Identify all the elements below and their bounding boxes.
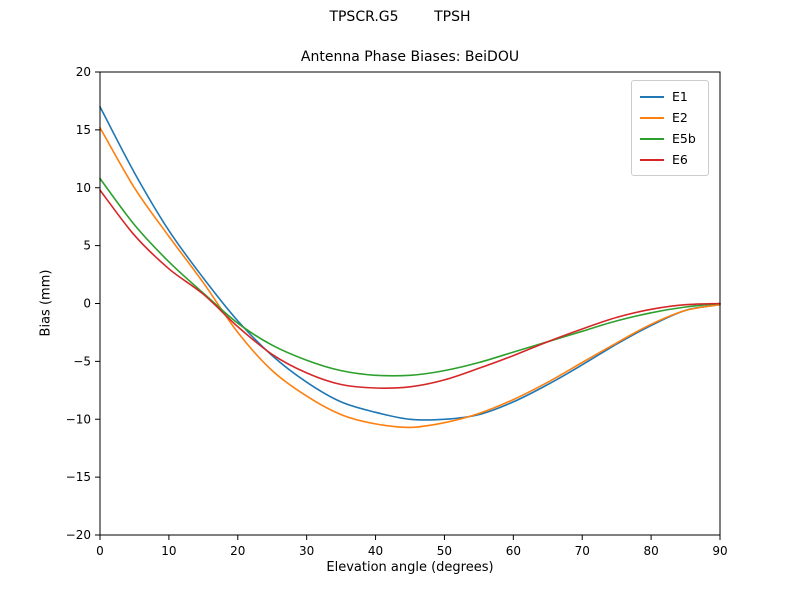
y-tick-label: −5	[73, 354, 91, 368]
x-axis-label: Elevation angle (degrees)	[326, 560, 494, 575]
legend-label-E2: E2	[672, 110, 688, 125]
legend-item-E5b: E5b	[640, 128, 696, 149]
legend-label-E6: E6	[672, 152, 688, 167]
y-axis-label: Bias (mm)	[38, 269, 54, 337]
series-line-E1	[99, 105, 721, 421]
y-tick-label: 10	[76, 181, 91, 195]
x-tick-label: 60	[506, 544, 521, 558]
y-tick-label: 0	[83, 297, 91, 311]
axes-frame	[99, 71, 721, 536]
legend: E1 E2 E5b E6	[631, 80, 709, 176]
y-tick-label: 5	[83, 239, 91, 253]
y-tick-label: 15	[76, 123, 91, 137]
x-tick-label: 0	[96, 544, 104, 558]
x-tick-label: 50	[437, 544, 452, 558]
legend-line-sample-E2	[640, 116, 664, 119]
x-tick-label: 10	[161, 544, 176, 558]
series-line-E6	[99, 189, 721, 389]
legend-label-E5b: E5b	[672, 131, 696, 146]
legend-label-E1: E1	[672, 89, 688, 104]
legend-line-sample-E5b	[640, 137, 664, 140]
y-tick-label: −15	[66, 470, 91, 484]
legend-line-sample-E6	[640, 158, 664, 161]
legend-item-E2: E2	[640, 107, 696, 128]
series-line-E5b	[99, 177, 721, 377]
series-line-E2	[99, 126, 721, 429]
legend-item-E1: E1	[640, 86, 696, 107]
legend-line-sample-E1	[640, 95, 664, 98]
x-tick-label: 80	[643, 544, 658, 558]
x-tick-label: 20	[230, 544, 245, 558]
y-tick-label: −10	[66, 412, 91, 426]
legend-item-E6: E6	[640, 149, 696, 170]
x-tick-label: 70	[575, 544, 590, 558]
suptitle: TPSCR.G5 TPSH	[329, 9, 471, 25]
chart-title: Antenna Phase Biases: BeiDOU	[300, 49, 520, 65]
x-tick-label: 90	[712, 544, 727, 558]
y-tick-label: 20	[76, 65, 91, 79]
x-tick-label: 40	[368, 544, 383, 558]
x-tick-label: 30	[299, 544, 314, 558]
y-tick-label: −20	[66, 528, 91, 542]
